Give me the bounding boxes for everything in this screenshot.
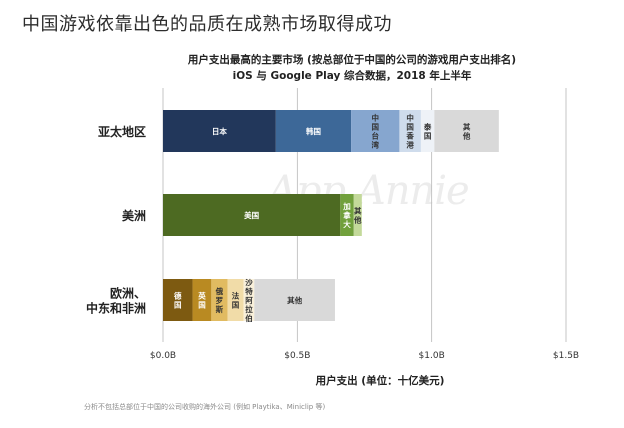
bar-segment	[243, 279, 255, 321]
bar-segment	[420, 110, 435, 152]
bar-segment	[163, 279, 193, 321]
bar-segment	[163, 194, 341, 236]
bar-segment	[211, 279, 228, 321]
segment-label: 法国	[232, 291, 240, 310]
footnote: 分析不包括总部位于中国的公司收购的海外公司 (例如 Playtika、Minic…	[84, 403, 326, 411]
x-tick-label: $0.5B	[284, 351, 310, 361]
segment-label: 日本	[212, 126, 227, 136]
segment-label: 泰国	[423, 122, 432, 141]
bar-segment	[254, 279, 335, 321]
bar-segment	[227, 279, 244, 321]
bar-segment	[163, 110, 276, 152]
segment-label: 其他	[462, 122, 471, 141]
bar-segment	[340, 194, 354, 236]
segment-label: 俄罗斯	[215, 286, 224, 314]
segment-label: 中国香港	[405, 113, 414, 150]
segment-label: 英国	[198, 291, 206, 310]
segment-label: 韩国	[306, 126, 321, 136]
segment-label: 其他	[353, 206, 362, 225]
category-label: 欧洲、	[110, 286, 146, 301]
segment-label: 美国	[244, 210, 259, 220]
x-axis-label: 用户支出 (单位：十亿美元)	[315, 374, 445, 387]
bar-segment	[353, 194, 362, 236]
bar-segment	[434, 110, 499, 152]
segment-label: 加拿大	[342, 201, 351, 229]
segment-label: 沙特阿拉伯	[245, 278, 253, 323]
chart-title: 用户支出最高的主要市场 (按总部位于中国的公司的游戏用户支出排名)	[187, 54, 517, 66]
category-label: 亚太地区	[98, 124, 146, 139]
bar-segment	[351, 110, 400, 152]
category-label: 美洲	[122, 208, 146, 223]
bar-segment	[192, 279, 212, 321]
segment-label: 中国台湾	[371, 113, 379, 150]
bar-segment	[399, 110, 421, 152]
category-label: 中东和非洲	[86, 301, 146, 316]
x-tick-label: $1.5B	[553, 351, 579, 361]
segment-label: 德国	[174, 291, 182, 310]
chart-subtitle: iOS 与 Google Play 综合数据，2018 年上半年	[232, 70, 472, 82]
x-tick-label: $1.0B	[419, 351, 445, 361]
page-title: 中国游戏依靠出色的品质在成熟市场取得成功	[22, 14, 392, 35]
segment-label: 其他	[287, 295, 302, 305]
bar-segment	[275, 110, 352, 152]
x-tick-label: $0.0B	[150, 351, 176, 361]
